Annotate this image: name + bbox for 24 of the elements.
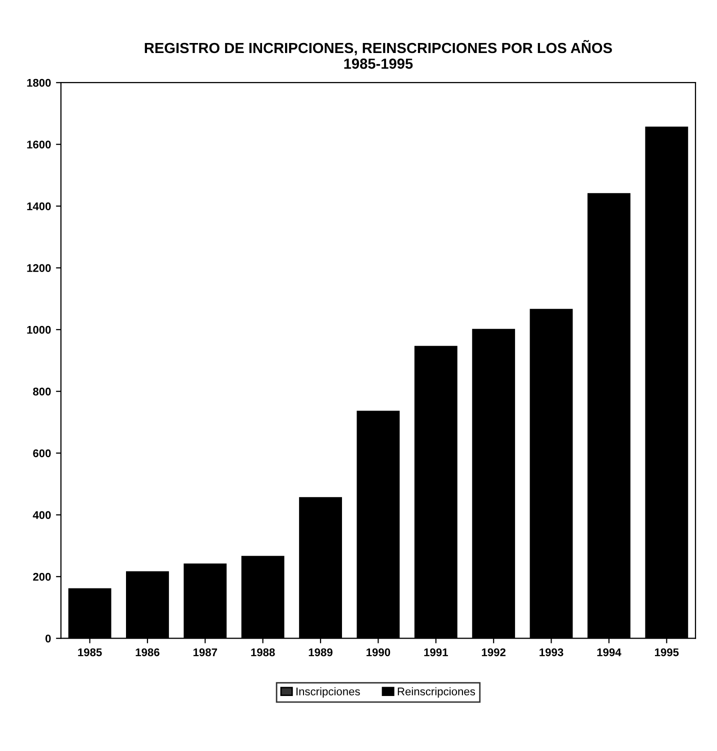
x-tick-label: 1990	[366, 648, 390, 656]
x-tick-label: 1992	[482, 648, 506, 656]
legend-label: Reinscripciones	[398, 687, 476, 698]
y-tick-label: 1200	[27, 264, 51, 272]
y-tick-label: 600	[33, 449, 51, 458]
y-tick-label: 0	[45, 634, 51, 642]
y-tick-label: 400	[32, 511, 51, 519]
x-tick-label: 1987	[194, 648, 218, 656]
y-tick-label: 1600	[27, 140, 51, 148]
x-tick-label: 1989	[308, 648, 332, 656]
y-tick-label: 200	[33, 572, 51, 581]
y-tick-label: 800	[33, 388, 51, 396]
x-tick-label: 1986	[136, 648, 160, 656]
legend-label: Inscripciones	[296, 687, 360, 698]
x-tick-label: 1995	[654, 648, 679, 656]
x-tick-label: 1994	[597, 648, 622, 656]
y-tick-label: 1000	[27, 326, 51, 334]
chart-title: REGISTRO DE INCRIPCIONES, REINSCRIPCIONES POR LOS AÑOS 1985-1995	[144, 40, 612, 69]
x-tick-label: 1988	[251, 648, 275, 656]
x-tick-label: 1993	[540, 648, 564, 656]
x-tick-label: 1991	[424, 648, 448, 656]
x-tick-label: 1985	[78, 648, 102, 656]
y-tick-label: 1800	[27, 78, 51, 87]
y-tick-label: 1400	[27, 202, 51, 210]
